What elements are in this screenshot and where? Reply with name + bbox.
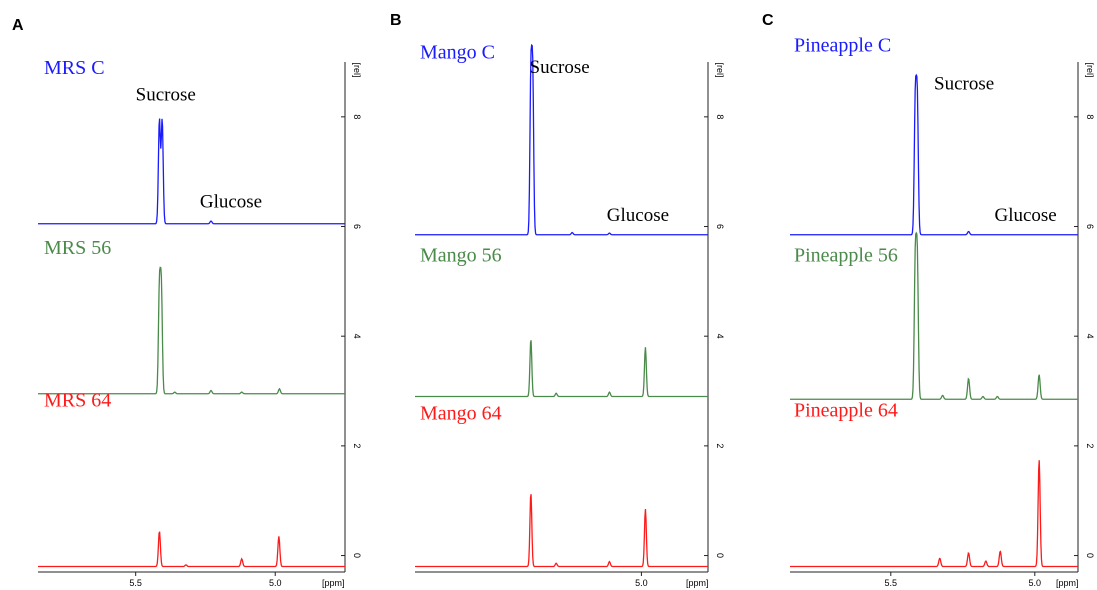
panel-letter: A [12,17,24,34]
series-trace [415,43,708,236]
y-tick-label: 6 [352,224,362,229]
y-axis-label: [rel] [1085,62,1095,77]
peak-annotation: Glucose [200,191,262,212]
series-label: Mango 64 [420,403,502,425]
series-trace [38,118,345,225]
x-axis-label: [ppm] [1056,578,1079,588]
y-axis-label: [rel] [715,62,725,77]
peak-annotation: Sucrose [934,73,994,94]
y-tick-label: 8 [715,114,725,119]
y-tick-label: 0 [715,553,725,558]
panel-c: C 5.5 5.0 [ppm] 0 2 4 6 8 [rel] Pineapple C Pineap… [762,12,1095,588]
series-trace [415,494,708,568]
y-tick-label: 8 [1085,114,1095,119]
y-tick-label: 6 [715,224,725,229]
series-trace [415,340,708,398]
peak-annotation: Sucrose [136,84,196,105]
panel-letter: C [762,12,774,29]
y-tick-label: 4 [1085,334,1095,339]
series-trace [790,231,1078,400]
x-axis-label: [ppm] [686,578,709,588]
panel-letter: B [390,12,402,29]
y-tick-label: 2 [715,443,725,448]
x-tick-label: 5.0 [269,578,282,588]
y-tick-label: 8 [352,114,362,119]
series-label: MRS C [44,57,105,79]
series-label: Pineapple 56 [794,244,898,266]
y-tick-label: 0 [352,553,362,558]
series-trace [790,460,1078,568]
peak-annotation: Glucose [994,205,1056,226]
panel-b: B 5.0 [ppm] 0 2 4 6 8 [rel] Mango C Mango 56 Mango… [390,12,725,588]
series-trace [38,531,345,568]
y-tick-label: 6 [1085,224,1095,229]
series-label: Pineapple 64 [794,400,898,422]
x-tick-label: 5.5 [129,578,142,588]
series-label: Mango 56 [420,245,502,267]
series-label: Mango C [420,42,495,64]
y-tick-label: 4 [715,334,725,339]
panel-a: A 5.5 5.0 [ppm] 0 2 4 6 8 [rel] MRS C MRS 56 MRS 64… [12,17,362,588]
series-label: MRS 64 [44,390,111,412]
x-tick-label: 5.5 [885,578,898,588]
y-tick-label: 2 [352,443,362,448]
x-axis-label: [ppm] [322,578,345,588]
y-tick-label: 4 [352,334,362,339]
x-tick-label: 5.0 [635,578,648,588]
series-label: MRS 56 [44,237,111,259]
y-tick-label: 2 [1085,443,1095,448]
series-trace [38,266,345,395]
peak-annotation: Glucose [607,205,669,226]
y-axis-label: [rel] [352,62,362,77]
y-tick-label: 0 [1085,553,1095,558]
series-trace [790,73,1078,236]
peak-annotation: Sucrose [530,57,590,78]
series-label: Pineapple C [794,35,891,57]
x-tick-label: 5.0 [1029,578,1042,588]
